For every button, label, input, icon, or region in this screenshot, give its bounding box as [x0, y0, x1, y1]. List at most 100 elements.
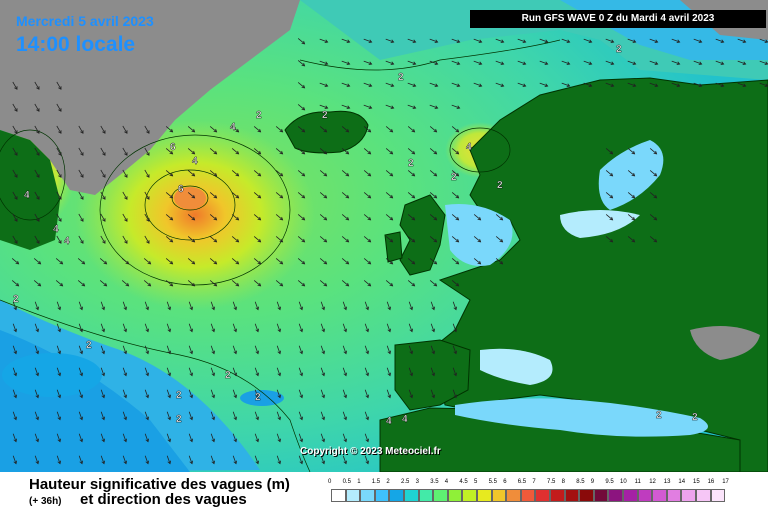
direction-arrow: [144, 455, 149, 464]
direction-arrow: [12, 103, 18, 112]
direction-arrow-head: [455, 172, 460, 177]
direction-arrow: [78, 433, 83, 442]
direction-arrow-head: [57, 328, 62, 333]
direction-arrow: [693, 82, 702, 87]
direction-arrow-head: [213, 216, 218, 221]
direction-arrow: [297, 214, 305, 221]
legend-swatch: [345, 489, 361, 502]
direction-arrow: [187, 192, 195, 199]
direction-arrow-head: [522, 83, 527, 88]
direction-arrow: [407, 280, 415, 287]
direction-arrow: [12, 345, 17, 354]
direction-arrow-head: [478, 61, 483, 66]
direction-arrow: [144, 433, 149, 442]
direction-arrow: [342, 323, 347, 332]
direction-arrow: [12, 455, 17, 464]
direction-arrow-head: [431, 394, 436, 399]
direction-arrow: [12, 411, 17, 420]
direction-arrow-head: [431, 306, 436, 311]
direction-arrow: [649, 148, 657, 155]
direction-arrow: [209, 280, 217, 287]
direction-arrow-head: [412, 39, 417, 44]
direction-arrow: [320, 301, 325, 310]
direction-arrow-head: [653, 172, 658, 177]
direction-arrow: [77, 280, 85, 287]
direction-arrow: [429, 148, 437, 155]
direction-arrow: [100, 191, 106, 200]
direction-arrow-head: [301, 216, 306, 221]
direction-arrow: [341, 148, 349, 155]
direction-arrow-head: [14, 196, 18, 200]
direction-arrow: [297, 170, 305, 177]
direction-arrow: [671, 60, 680, 65]
direction-arrow: [341, 192, 349, 199]
direction-arrow: [166, 411, 171, 420]
direction-arrow: [275, 148, 283, 155]
direction-arrow: [473, 214, 481, 221]
direction-arrow: [407, 214, 415, 221]
legend-swatch: [520, 489, 536, 502]
legend-label: 14: [678, 479, 686, 485]
direction-arrow: [122, 191, 128, 200]
direction-arrow-head: [456, 39, 461, 44]
direction-arrow: [122, 301, 127, 310]
direction-arrow: [187, 280, 195, 287]
legend-swatch: [491, 489, 507, 502]
direction-arrow: [188, 389, 193, 398]
direction-arrow: [55, 258, 63, 265]
direction-arrow: [451, 170, 459, 177]
direction-arrow: [715, 38, 724, 43]
contour-label: 6: [170, 142, 176, 153]
direction-arrow-head: [36, 108, 40, 112]
direction-arrow: [166, 345, 171, 354]
direction-arrow: [144, 411, 149, 420]
direction-arrow: [408, 367, 413, 376]
direction-arrow: [166, 367, 171, 376]
direction-arrow-head: [169, 260, 174, 265]
direction-arrow-head: [211, 306, 216, 311]
legend-label: 13: [663, 479, 671, 485]
direction-arrow: [55, 280, 63, 287]
direction-arrow-head: [610, 39, 615, 44]
direction-arrow-head: [235, 128, 240, 133]
direction-arrow: [210, 455, 215, 464]
direction-arrow-head: [299, 460, 304, 465]
legend-swatch: [652, 489, 667, 502]
contour-label: 6: [178, 184, 184, 195]
direction-arrow-head: [213, 128, 218, 133]
legend-label: 8.5: [576, 479, 585, 485]
direction-arrow: [34, 433, 39, 442]
direction-arrow-head: [390, 105, 395, 110]
direction-arrow-head: [211, 460, 216, 465]
direction-arrow: [759, 60, 768, 65]
direction-arrow-head: [191, 216, 196, 221]
direction-arrow-head: [59, 282, 64, 287]
direction-arrow: [210, 411, 215, 420]
direction-arrow-head: [277, 306, 282, 311]
direction-arrow: [144, 323, 149, 332]
direction-arrow-head: [255, 394, 260, 399]
contour-label: 2: [255, 392, 261, 403]
direction-arrow-head: [477, 216, 482, 221]
direction-arrow: [12, 125, 18, 134]
direction-arrow-head: [235, 194, 240, 199]
direction-arrow: [232, 433, 237, 442]
direction-arrow-head: [145, 460, 150, 465]
legend-label: 3: [415, 479, 419, 485]
direction-arrow: [187, 170, 195, 177]
direction-arrow: [319, 148, 327, 155]
direction-arrow: [143, 280, 151, 287]
direction-arrow-head: [14, 174, 18, 178]
direction-arrow-head: [57, 394, 62, 399]
direction-arrow: [759, 38, 768, 43]
direction-arrow: [583, 60, 592, 65]
direction-arrow: [341, 236, 349, 243]
direction-arrow-head: [433, 172, 438, 177]
direction-arrow-head: [36, 174, 40, 178]
direction-arrow-head: [431, 350, 436, 355]
direction-arrow-head: [169, 282, 174, 287]
direction-arrow: [430, 301, 435, 310]
direction-arrow: [254, 323, 259, 332]
direction-arrow-head: [387, 372, 392, 377]
